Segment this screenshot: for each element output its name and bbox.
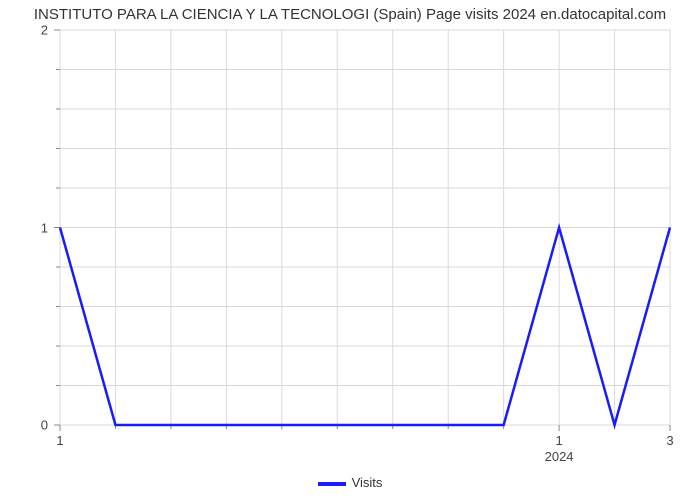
y-axis-label: 0 (0, 418, 48, 433)
x-axis-sublabel: 2024 (545, 449, 574, 464)
y-axis-label: 1 (0, 220, 48, 235)
chart-plot (60, 30, 670, 445)
legend-label: Visits (352, 475, 383, 490)
y-axis-label: 2 (0, 23, 48, 38)
x-axis-label: 3 (666, 433, 673, 448)
x-axis-label: 1 (555, 433, 562, 448)
x-axis-label: 1 (56, 433, 63, 448)
chart-legend: Visits (0, 475, 700, 490)
chart-title: INSTITUTO PARA LA CIENCIA Y LA TECNOLOGI… (0, 6, 700, 23)
